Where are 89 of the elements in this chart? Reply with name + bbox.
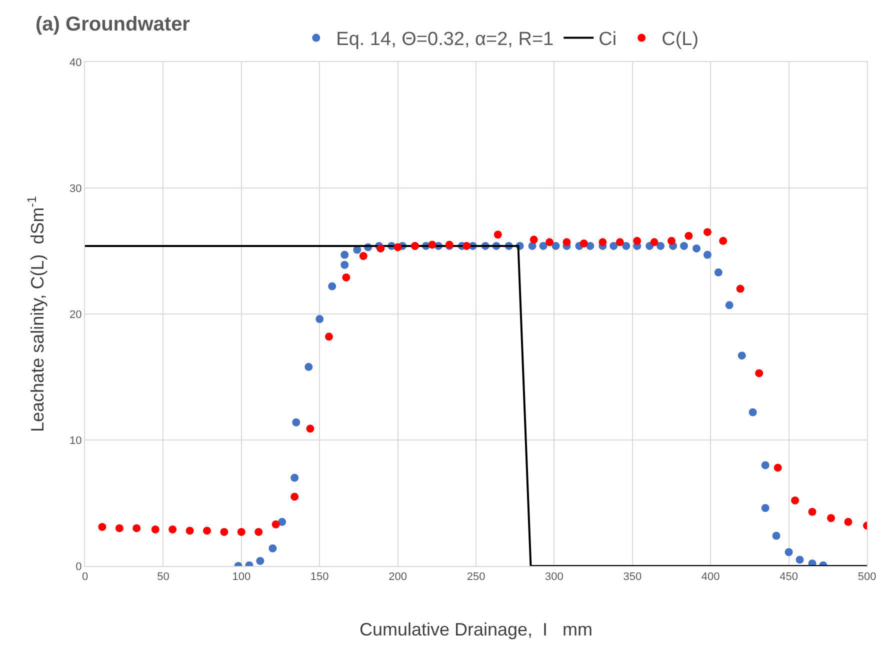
point: [791, 496, 800, 504]
point: [580, 239, 588, 248]
point: [359, 252, 368, 260]
point: [586, 242, 594, 250]
point: [552, 242, 560, 250]
point: [684, 232, 693, 240]
point: [774, 464, 782, 472]
point: [616, 238, 624, 246]
point: [394, 243, 402, 252]
x-tick-label: 200: [388, 571, 407, 584]
point: [290, 492, 299, 501]
point: [304, 362, 313, 371]
point: [748, 408, 757, 416]
point: [714, 268, 722, 276]
point: [376, 244, 385, 252]
legend-label: C(L): [662, 29, 699, 50]
y-tick-label: 40: [70, 56, 82, 69]
y-tick-label: 30: [70, 182, 82, 195]
point: [761, 504, 770, 512]
point: [703, 250, 712, 259]
x-tick-label: 250: [466, 571, 486, 584]
point: [772, 532, 780, 540]
point: [292, 418, 300, 426]
point: [237, 528, 246, 536]
point: [316, 315, 324, 324]
point: [528, 242, 536, 250]
x-tick-label: 400: [701, 571, 720, 584]
point: [151, 525, 160, 534]
point: [340, 260, 349, 269]
point: [340, 250, 349, 259]
point: [115, 524, 124, 532]
point: [562, 238, 571, 246]
point: [719, 236, 728, 245]
point: [738, 352, 746, 360]
point: [650, 238, 658, 246]
point: [268, 544, 277, 552]
x-tick-label: 500: [858, 571, 876, 584]
y-tick-label: 20: [70, 308, 82, 321]
point: [202, 526, 211, 535]
point: [725, 301, 734, 310]
point: [98, 522, 106, 531]
point: [168, 525, 177, 534]
x-tick-label: 100: [232, 571, 251, 584]
point: [494, 230, 502, 239]
point: [680, 242, 688, 250]
point: [256, 556, 264, 565]
point: [844, 518, 852, 526]
point: [428, 240, 436, 249]
point: [132, 524, 141, 532]
y-tick-label: 0: [76, 560, 82, 573]
legend-label: Eq. 14, Θ=0.32, α=2, R=1: [336, 29, 554, 50]
point: [306, 424, 314, 433]
point: [272, 520, 280, 528]
point: [668, 236, 676, 245]
point: [220, 528, 228, 536]
point: [784, 548, 793, 556]
point: [324, 332, 333, 341]
point: [761, 461, 770, 470]
x-tick-label: 150: [310, 571, 329, 584]
point: [254, 528, 263, 536]
point: [462, 242, 471, 250]
x-tick-label: 300: [545, 571, 564, 584]
point: [610, 242, 618, 250]
point: [530, 236, 538, 244]
point: [622, 242, 630, 250]
point: [827, 514, 836, 522]
x-axis-title: Cumulative Drainage, I mm: [359, 619, 593, 640]
legend-label: Ci: [598, 29, 617, 50]
point: [328, 282, 336, 290]
point: [755, 369, 764, 378]
point: [598, 238, 607, 246]
point: [278, 518, 286, 526]
y-tick-label: 10: [70, 434, 82, 447]
point: [703, 228, 712, 236]
point: [656, 242, 665, 250]
point: [546, 238, 554, 246]
chart-title: (a) Groundwater: [36, 14, 190, 36]
x-tick-label: 450: [780, 571, 798, 584]
point: [796, 556, 804, 564]
point: [633, 236, 642, 245]
x-tick-label: 350: [623, 571, 642, 584]
point: [808, 508, 816, 516]
x-tick-label: 50: [157, 571, 170, 584]
point: [736, 284, 744, 293]
point: [290, 474, 299, 482]
point: [539, 242, 548, 250]
point: [692, 244, 701, 252]
point: [186, 526, 194, 535]
point: [342, 273, 350, 282]
